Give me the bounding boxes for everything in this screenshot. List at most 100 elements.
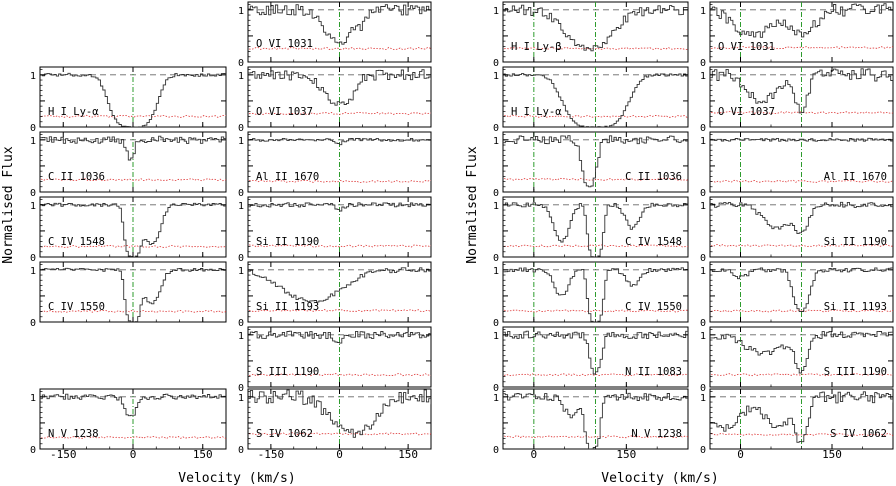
error-spectrum [248,309,431,312]
ion-label: S III 1190 [256,366,319,378]
y-tick-label: 0 [30,123,36,134]
y-axis-title-left: Normalised Flux [1,146,16,264]
panel-l0-cii1036: 0 1 C II 1036 [30,131,227,199]
error-spectrum [504,114,688,118]
panel-l0-civ1548: 0 1 C IV 1548 [30,196,227,264]
y-tick-label: 0 [238,58,244,69]
y-tick-label: 1 [30,136,36,147]
flux-spectrum [710,201,893,235]
y-tick-label: 1 [238,71,244,82]
y-tick-label: 1 [700,331,706,342]
y-tick-label: 1 [700,136,706,147]
y-tick-label: 1 [493,71,499,82]
error-spectrum [504,46,688,50]
ion-label: H I Ly-β [511,41,562,53]
error-spectrum [248,373,431,377]
flux-spectrum [40,267,226,322]
x-tick-label: 150 [398,448,418,461]
flux-spectrum [710,3,893,38]
flux-spectrum [40,202,226,257]
y-tick-label: 1 [238,393,244,404]
panel-l1-siii1190b: 0 1 S III 1190 [238,326,432,394]
y-tick-label: 0 [493,445,499,456]
ion-label: C IV 1548 [48,236,105,248]
panel-r0-nv1238: 0 1 N V 1238 0 150 [493,388,689,461]
flux-spectrum [710,68,893,114]
y-tick-label: 0 [238,253,244,264]
flux-spectrum [503,202,688,257]
x-tick-label: 0 [531,448,538,461]
error-spectrum [41,114,226,118]
ion-label: N V 1238 [631,428,682,440]
y-tick-label: 0 [238,445,244,456]
panel-r0-hily-b: 0 1 H I Ly-β [493,1,689,69]
panel-r1-ovi1031: 0 1 O VI 1031 [700,1,894,69]
error-spectrum [249,179,431,183]
error-spectrum [711,373,893,377]
y-tick-label: 0 [30,445,36,456]
y-tick-label: 1 [238,266,244,277]
y-tick-label: 0 [238,318,244,329]
panel-r1-siii1190b: 0 1 S III 1190 [700,326,894,394]
ion-label: Al II 1670 [256,171,319,183]
panel-r1-siv1062: 0 1 S IV 1062 0 150 [700,388,894,461]
ion-label: O VI 1037 [256,106,313,118]
error-spectrum [40,178,226,182]
flux-spectrum [40,72,226,127]
ion-label: S IV 1062 [830,428,887,440]
panel-r0-hily-a: 0 1 H I Ly-α [493,66,689,134]
x-axis-title-left: Velocity (km/s) [178,471,295,486]
panel-l1-siii1190: 0 1 Si II 1190 [238,196,432,264]
y-tick-label: 0 [493,123,499,134]
y-tick-label: 0 [238,383,244,394]
ion-label: H I Ly-α [511,106,562,118]
ion-label: Si II 1190 [824,236,887,248]
panel-r1-alii1670: 0 1 Al II 1670 [700,131,894,199]
flux-spectrum [503,73,688,127]
ion-label: S III 1190 [824,366,887,378]
y-tick-label: 1 [493,201,499,212]
y-tick-label: 0 [700,445,706,456]
flux-spectrum [710,137,893,142]
ion-label: Si II 1193 [824,301,887,313]
flux-spectrum [248,389,431,438]
panel-l1-siv1062: 0 1 S IV 1062 -150 0 150 [238,388,432,461]
y-tick-label: 1 [238,331,244,342]
panel-l0-civ1550: 0 1 C IV 1550 [30,261,227,329]
ion-label: C II 1036 [625,171,682,183]
panel-r1-siii1190: 0 1 Si II 1190 [700,196,894,264]
y-tick-label: 1 [700,266,706,277]
y-tick-label: 0 [493,383,499,394]
flux-spectrum [503,392,688,449]
flux-spectrum [248,69,431,106]
y-tick-label: 1 [493,393,499,404]
flux-spectrum [503,330,688,375]
y-axis-title-right: Normalised Flux [465,146,480,264]
ion-label: Al II 1670 [824,171,887,183]
flux-spectrum [710,267,893,313]
x-tick-label: 0 [336,448,343,461]
panel-r0-cii1036: 0 1 C II 1036 [493,131,689,199]
ion-label: C IV 1550 [625,301,682,313]
panel-r1-siii1193: 0 1 Si II 1193 [700,261,894,329]
ion-label: S IV 1062 [256,428,313,440]
panel-l0-nv1238: 0 1 N V 1238 -150 0 150 [30,388,227,461]
panel-l1-ovi1037: 0 1 O VI 1037 [238,66,432,134]
ion-label: H I Ly-α [48,106,99,118]
flux-spectrum [503,4,688,52]
y-tick-label: 0 [30,318,36,329]
y-tick-label: 0 [700,318,706,329]
flux-spectrum [248,330,431,344]
ion-label: Si II 1190 [256,236,319,248]
error-spectrum [710,111,893,115]
error-spectrum [504,244,688,248]
flux-spectrum [503,267,688,322]
y-tick-label: 0 [493,318,499,329]
error-spectrum [504,177,688,181]
y-tick-label: 1 [493,136,499,147]
y-tick-label: 1 [493,331,499,342]
ion-label: Si II 1193 [256,301,319,313]
ion-label: O VI 1031 [718,41,775,53]
y-tick-label: 1 [238,6,244,17]
